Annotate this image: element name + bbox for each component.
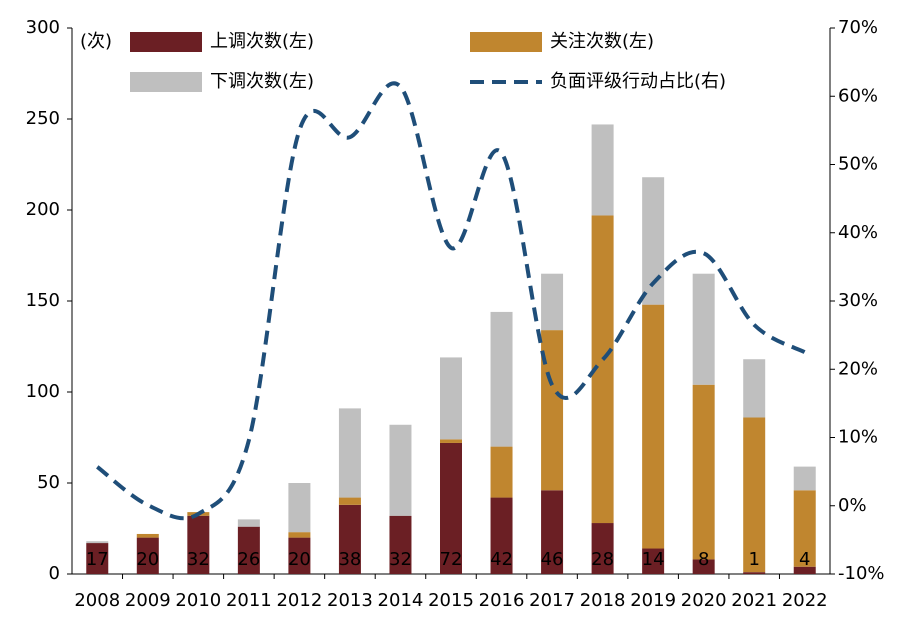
y-tick-label: 250 (26, 108, 60, 129)
bar-segment (541, 490, 564, 574)
data-label: 17 (86, 549, 109, 570)
bar-segment (591, 124, 614, 216)
bar-segment (187, 515, 210, 574)
y-tick-label: 100 (26, 381, 60, 402)
y2-tick-label: 0% (838, 495, 867, 516)
data-label: 4 (799, 549, 810, 570)
bar-segment (642, 304, 665, 549)
bar-segment (338, 497, 361, 505)
bar-segment (692, 559, 715, 574)
x-tick-label: 2009 (125, 590, 171, 611)
x-tick-label: 2016 (479, 590, 525, 611)
data-label: 72 (440, 549, 463, 570)
x-tick-label: 2020 (681, 590, 727, 611)
x-tick-label: 2021 (731, 590, 777, 611)
legend-label: 下调次数(左) (210, 71, 314, 92)
legend-swatch (130, 72, 202, 92)
x-tick-label: 2018 (580, 590, 626, 611)
bar-segment (490, 311, 513, 447)
legend-label: 负面评级行动占比(右) (550, 71, 726, 92)
bar-segment (793, 490, 816, 567)
bar-segment (136, 537, 159, 574)
y-tick-label: 150 (26, 290, 60, 311)
bar-segment (338, 408, 361, 498)
y-tick-label: 0 (49, 563, 60, 584)
bar-segment (541, 330, 564, 491)
y-tick-label: 50 (37, 472, 60, 493)
bar-segment (288, 483, 311, 533)
bar-segment (86, 543, 109, 574)
data-label: 42 (490, 549, 513, 570)
y2-tick-label: -10% (838, 563, 885, 584)
bar-segment (793, 566, 816, 574)
bar-segment (743, 572, 766, 574)
legend-label: 关注次数(左) (550, 31, 654, 52)
x-tick-label: 2011 (226, 590, 272, 611)
bar-segment (743, 417, 766, 573)
legend-label: 上调次数(左) (210, 31, 314, 52)
y2-tick-label: 20% (838, 358, 878, 379)
bar-segment (692, 384, 715, 560)
data-label: 32 (389, 549, 412, 570)
bar-segment (389, 515, 412, 574)
y-tick-label: 300 (26, 17, 60, 38)
data-label: 20 (288, 549, 311, 570)
bar-segment (591, 215, 614, 524)
data-label: 8 (698, 549, 709, 570)
y2-tick-label: 40% (838, 222, 878, 243)
bar-segment (743, 359, 766, 418)
legend-swatch (130, 32, 202, 52)
x-tick-label: 2019 (630, 590, 676, 611)
y2-tick-label: 60% (838, 85, 878, 106)
bar-segment (440, 439, 462, 443)
bar-segment (136, 533, 159, 538)
bar-segment (86, 541, 109, 544)
bar-segment (288, 537, 311, 574)
bar-segment (440, 442, 462, 574)
data-label: 14 (642, 549, 665, 570)
data-label: 32 (187, 549, 210, 570)
x-tick-label: 2008 (74, 590, 120, 611)
data-label: 26 (237, 549, 260, 570)
data-label: 28 (591, 549, 614, 570)
y-tick-label: 200 (26, 199, 60, 220)
bar-segment (237, 519, 260, 527)
x-tick-label: 2013 (327, 590, 373, 611)
bar-segment (490, 497, 513, 574)
bar-segment (440, 357, 462, 440)
y2-tick-label: 50% (838, 154, 878, 175)
bar-segment (389, 424, 412, 516)
bar-segment (793, 466, 816, 491)
y2-tick-label: 30% (838, 290, 878, 311)
y2-tick-label: 70% (838, 17, 878, 38)
data-label: 38 (338, 549, 361, 570)
data-label: 1 (748, 549, 759, 570)
bar-segment (591, 523, 614, 574)
bar-segment (642, 177, 665, 305)
x-tick-label: 2012 (276, 590, 322, 611)
y-unit: (次) (80, 31, 112, 52)
x-tick-label: 2015 (428, 590, 474, 611)
legend-swatch (470, 32, 542, 52)
bar-segment (338, 504, 361, 574)
data-label: 20 (136, 549, 159, 570)
bar-segment (642, 548, 665, 574)
y2-tick-label: 10% (838, 427, 878, 448)
bar-segment (692, 273, 715, 385)
x-tick-label: 2022 (782, 590, 828, 611)
x-tick-label: 2010 (175, 590, 221, 611)
bar-segment (541, 273, 564, 331)
bar-segment (490, 446, 513, 498)
bar-segment (288, 532, 311, 538)
x-tick-label: 2014 (378, 590, 424, 611)
line (96, 81, 806, 521)
bar-segment (237, 526, 260, 574)
x-tick-label: 2017 (529, 590, 575, 611)
data-label: 46 (541, 549, 564, 570)
